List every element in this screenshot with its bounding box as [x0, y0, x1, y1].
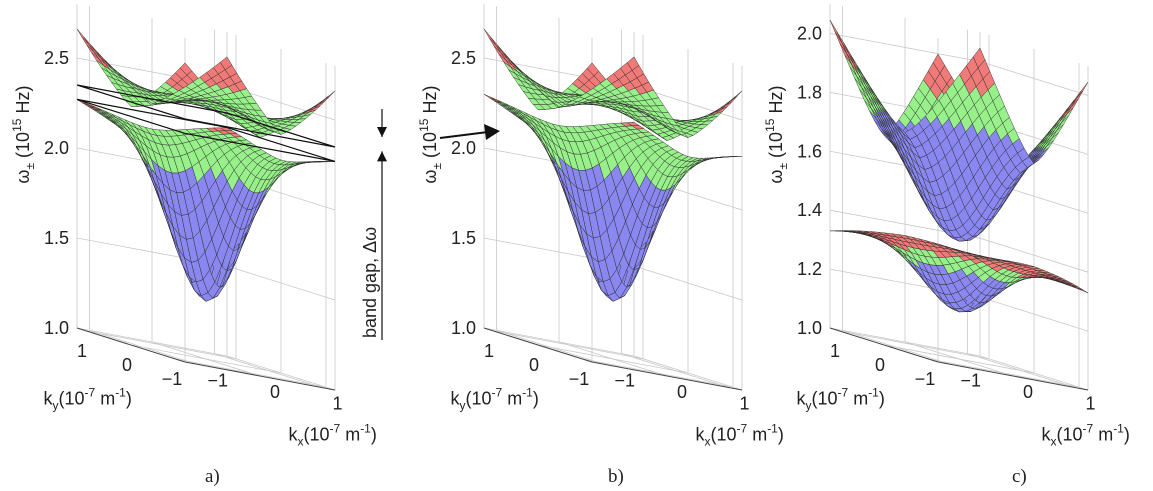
- kx-axis-label: kx(10-7 m-1): [289, 421, 377, 448]
- z-tick-label: 2.0: [451, 138, 476, 158]
- ky-tick-label: 0: [875, 355, 885, 375]
- kx-tick-label: 1: [1086, 394, 1096, 414]
- gap-arrowhead-bottom: [377, 151, 387, 162]
- ky-tick-label: 1: [484, 341, 494, 361]
- kx-tick-label: 1: [740, 394, 750, 414]
- axes: 1.0 1.5 2.0 2.5 1 0 −1 1 0 −1 ω± (1015 Hz) ky(10-7 …: [417, 48, 784, 448]
- ky-tick-label: 0: [529, 355, 539, 375]
- z-tick-label: 1.5: [451, 228, 476, 248]
- ky-tick-label: 1: [830, 341, 840, 361]
- panel-label-a: a): [205, 466, 220, 487]
- ky-tick-label: −1: [915, 369, 936, 389]
- z-tick-label: 1.0: [44, 318, 69, 338]
- surface-facet: [76, 28, 89, 45]
- ky-axis-label: ky(10-7 m-1): [797, 385, 885, 412]
- z-tick-label: 1.0: [797, 318, 822, 338]
- gap-arrowhead-top: [377, 127, 387, 137]
- kx-axis-line: [184, 361, 336, 391]
- kx-tick-label: 1: [333, 394, 343, 414]
- surface-facet: [483, 94, 496, 101]
- grid-line: [492, 330, 644, 360]
- z-tick-label: 1.4: [797, 200, 822, 220]
- surface-facet: [76, 99, 89, 106]
- grid-line: [214, 353, 323, 389]
- panel-b-surface-plot: 1.0 1.5 2.0 2.5 1 0 −1 1 0 −1 ω± (1015 Hz) ky(10-7 …: [417, 4, 784, 448]
- z-axis-label: ω± (1015 Hz): [417, 86, 444, 184]
- z-tick-label: 1.2: [797, 259, 822, 279]
- kx-tick-label: −1: [615, 370, 636, 390]
- ky-axis-label: ky(10-7 m-1): [44, 385, 132, 412]
- ky-axis-line: [76, 327, 186, 363]
- grid-line: [130, 344, 282, 374]
- z-tick-label: 2.0: [44, 138, 69, 158]
- band-gap-label: band gap, Δω: [360, 227, 380, 338]
- ky-axis-line: [829, 327, 939, 363]
- surface-facet: [829, 19, 842, 43]
- arrow-head: [484, 124, 500, 140]
- surface-facet: [1071, 90, 1084, 107]
- band-gap-annotation: band gap, Δω: [76, 84, 387, 340]
- ky-tick-label: −1: [569, 369, 590, 389]
- kx-axis-line: [937, 361, 1089, 391]
- grid-line: [621, 353, 730, 389]
- grid-line: [883, 344, 1035, 374]
- grid-line: [537, 344, 689, 374]
- z-tick-label: 2.5: [44, 48, 69, 68]
- z-tick-label: 1.0: [451, 318, 476, 338]
- band-surfaces: [76, 28, 336, 302]
- kx-tick-label: 0: [270, 382, 280, 402]
- kx-axis-label: kx(10-7 m-1): [696, 421, 784, 448]
- panel-a-surface-plot: 1.0 1.5 2.0 2.5 1 0 −1 1 0 −1 ω± (1015 Hz) ky(10-7 …: [10, 4, 387, 448]
- ky-axis-label: ky(10-7 m-1): [451, 385, 539, 412]
- band-gap-plane: [76, 98, 336, 162]
- band-surfaces: [483, 28, 743, 302]
- kx-axis-line: [591, 361, 743, 391]
- kx-tick-label: −1: [961, 370, 982, 390]
- grid-line: [967, 353, 1076, 389]
- surface-facet: [483, 28, 496, 46]
- surface-facet: [1066, 99, 1079, 115]
- ky-tick-label: −1: [162, 369, 183, 389]
- ky-axis-line: [483, 327, 593, 363]
- z-tick-label: 1.6: [797, 141, 822, 161]
- arrow-shaft: [439, 131, 489, 139]
- band-surfaces: [829, 19, 1089, 313]
- kx-tick-label: 0: [677, 382, 687, 402]
- kx-axis-label: kx(10-7 m-1): [1042, 421, 1130, 448]
- z-tick-label: 2.0: [797, 23, 822, 43]
- band-gap-plane: [76, 84, 336, 148]
- panel-label-c: c): [1012, 466, 1027, 487]
- z-tick-label: 2.5: [451, 48, 476, 68]
- grid-line: [85, 330, 237, 360]
- arrow-b: [439, 124, 500, 140]
- ky-tick-label: 1: [77, 341, 87, 361]
- z-axis-label: ω± (1015 Hz): [10, 86, 37, 184]
- grid-line: [838, 330, 990, 360]
- kx-tick-label: −1: [208, 370, 229, 390]
- panel-label-b: b): [608, 466, 624, 487]
- surface-facet: [834, 31, 847, 54]
- z-tick-label: 1.5: [44, 228, 69, 248]
- kx-tick-label: 0: [1023, 382, 1033, 402]
- z-tick-label: 1.8: [797, 82, 822, 102]
- ky-tick-label: 0: [122, 355, 132, 375]
- panel-c-surface-plot: 1.0 1.2 1.4 1.6 1.8 2.0 1 0 −1 1 0 −1 ω± (1015 Hz) ky…: [763, 4, 1130, 448]
- z-axis-label: ω± (1015 Hz): [763, 86, 790, 184]
